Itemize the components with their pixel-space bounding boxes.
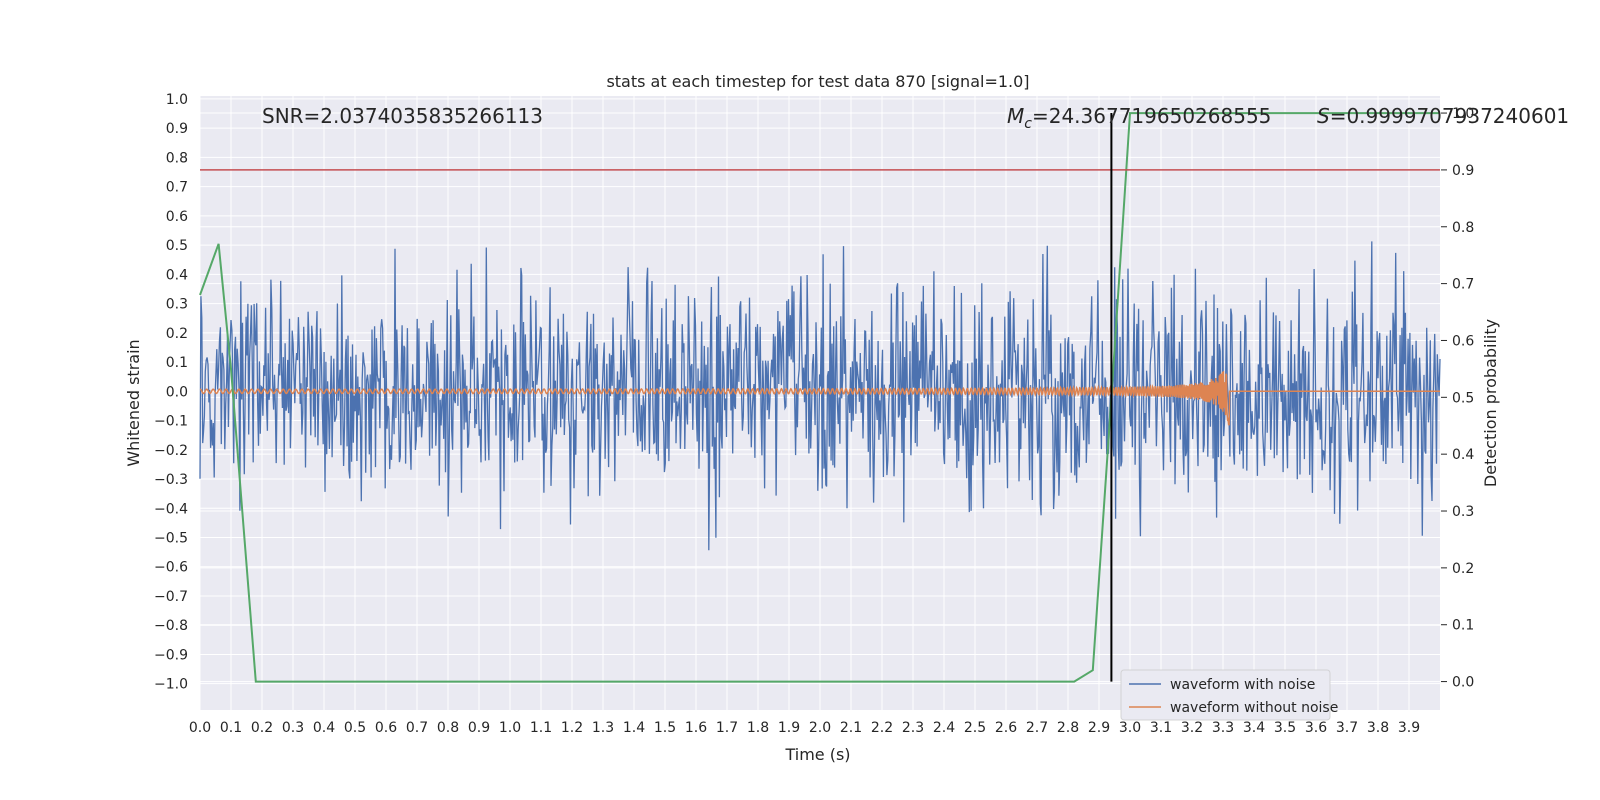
x-tick-label: 3.6 [1305,720,1327,736]
x-tick-label: 1.1 [530,720,552,736]
y2-tick-label: 0.9 [1452,163,1474,179]
series-waveform-with-noise [199,241,1441,551]
s-annotation: S=0.9999707937240601 [1317,104,1569,128]
x-tick-label: 0.3 [282,720,304,736]
x-tick-label: 2.5 [964,720,986,736]
legend-label-signal: waveform without noise [1170,700,1338,716]
mc-subscript: c [1024,116,1032,132]
y-tick-label: −0.2 [154,443,188,459]
y-tick-label: −0.1 [154,414,188,430]
x-tick-label: 0.1 [220,720,242,736]
x-tick-label: 2.6 [995,720,1017,736]
x-tick-label: 2.9 [1088,720,1110,736]
legend-box [1120,669,1331,721]
x-tick-label: 2.3 [902,720,924,736]
x-tick-label: 0.4 [313,720,335,736]
x-tick-label: 2.8 [1057,720,1079,736]
x-tick-label: 1.9 [778,720,800,736]
y2-tick-label: 0.5 [1452,390,1474,406]
x-tick-label: 0.5 [344,720,366,736]
x-tick-label: 3.9 [1398,720,1420,736]
x-tick-label: 3.0 [1119,720,1141,736]
x-tick-label: 1.6 [685,720,707,736]
series-waveform-without-noise [199,370,1440,426]
y-tick-label: −0.8 [154,618,188,634]
ticks-layer: 0.0 0.1 0.2 0.3 0.4 0.5 0.6 0.7 0.8 0.9 1.0 1.1 1.2 1… [154,92,1474,736]
y-tick-label: 0.2 [166,326,188,342]
x-tick-label: 1.7 [716,720,738,736]
y2-tick-label: 0.6 [1452,333,1474,349]
y2-tick-label: 0.7 [1452,277,1474,293]
x-tick-label: 3.3 [1212,720,1234,736]
x-tick-label: 1.0 [499,720,521,736]
x-tick-label: 2.7 [1026,720,1048,736]
legend: waveform with noise waveform without noi… [1120,669,1338,721]
chart-title: stats at each timestep for test data 870… [606,72,1029,91]
y-tick-label: 0.5 [166,238,188,254]
x-tick-label: 0.8 [437,720,459,736]
y-tick-label: −1.0 [154,677,188,693]
x-tick-label: 1.2 [561,720,583,736]
y-tick-label: 0.8 [166,150,188,166]
y2-tick-label: 0.8 [1452,220,1474,236]
x-tick-label: 2.2 [871,720,893,736]
x-tick-label: 2.0 [809,720,831,736]
legend-label-noise: waveform with noise [1170,677,1315,693]
y-tick-label: 0.3 [166,297,188,313]
mc-annotation: Mc=24.367719650268555 [1007,104,1271,132]
series-detection-probability [199,112,1440,683]
x-tick-label: 2.4 [933,720,955,736]
y-tick-label: 0.7 [166,180,188,196]
y-tick-label: 0.1 [166,355,188,371]
y2-tick-label: 0.0 [1452,675,1474,691]
x-tick-label: 3.4 [1243,720,1265,736]
y2-tick-label: 1.0 [1452,106,1474,122]
x-tick-label: 1.8 [747,720,769,736]
y2-axis-label: Detection probability [1481,319,1500,487]
y2-tick-label: 0.2 [1452,561,1474,577]
y-tick-label: −0.3 [154,472,188,488]
x-tick-label: 3.8 [1367,720,1389,736]
x-tick-label: 1.3 [592,720,614,736]
series-layer [199,112,1441,683]
x-tick-label: 0.7 [406,720,428,736]
y-tick-label: 0.9 [166,121,188,137]
s-value: =0.9999707937240601 [1330,104,1569,128]
x-axis-label: Time (s) [784,745,850,764]
x-tick-label: 3.2 [1181,720,1203,736]
y-tick-label: −0.6 [154,560,188,576]
x-tick-label: 1.5 [654,720,676,736]
x-tick-label: 0.2 [251,720,273,736]
y-tick-label: −0.4 [154,501,188,517]
mc-symbol: M [1007,104,1024,128]
y-tick-label: −0.7 [154,589,188,605]
x-tick-label: 1.4 [623,720,645,736]
x-tick-label: 3.7 [1336,720,1358,736]
y-tick-label: 0.4 [166,267,188,283]
x-tick-label: 3.1 [1150,720,1172,736]
x-tick-label: 0.0 [189,720,211,736]
y-tick-label: −0.5 [154,530,188,546]
x-tick-label: 2.1 [840,720,862,736]
x-tick-label: 0.9 [468,720,490,736]
s-symbol: S [1317,104,1330,128]
y2-tick-label: 0.1 [1452,618,1474,634]
y-tick-label: 1.0 [166,92,188,108]
y2-tick-label: 0.4 [1452,447,1474,463]
y-tick-label: 0.0 [166,384,188,400]
y2-tick-label: 0.3 [1452,504,1474,520]
y-tick-label: 0.6 [166,209,188,225]
x-tick-label: 3.5 [1274,720,1296,736]
snr-annotation: SNR=2.0374035835266113 [262,104,543,128]
x-tick-label: 0.6 [375,720,397,736]
y-axis-label: Whitened strain [124,339,143,466]
mc-value: =24.367719650268555 [1032,104,1271,128]
y-tick-label: −0.9 [154,647,188,663]
